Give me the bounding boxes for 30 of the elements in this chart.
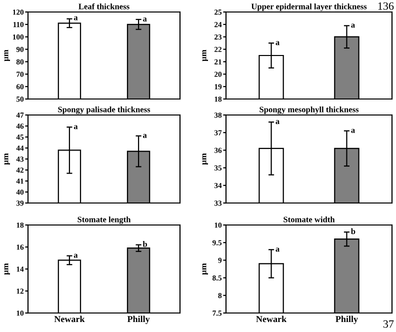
chart-title: Stomate width xyxy=(284,216,335,222)
y-axis-title: µm xyxy=(4,153,10,165)
annotation: b xyxy=(351,228,356,234)
chart-title: Upper epidermal layer thickness xyxy=(251,3,367,12)
annotation: a xyxy=(351,24,355,28)
text: 136 xyxy=(378,2,394,10)
text: 37 xyxy=(383,320,394,328)
annotation: a xyxy=(74,125,78,130)
chart-title: Spongy palisade thickness xyxy=(58,106,150,114)
x-tick-label: Newark xyxy=(256,316,287,322)
x-tick-label: Philly xyxy=(127,316,150,324)
annotation: a xyxy=(74,16,78,20)
annotation: a xyxy=(276,120,280,124)
x-tick-label: Philly xyxy=(336,316,358,324)
annotation: a xyxy=(142,18,147,22)
annotation: b xyxy=(142,241,148,247)
annotation: a xyxy=(74,254,78,258)
annotation: a xyxy=(351,128,355,133)
x-tick-label: Newark xyxy=(54,316,85,322)
y-axis-title: µm xyxy=(202,153,208,165)
chart-title: Stomate length xyxy=(78,216,131,224)
annotation: a xyxy=(276,248,280,252)
y-axis-title: µm xyxy=(202,263,208,275)
y-axis-title: µm xyxy=(202,50,208,62)
chart-title: Leaf thickness xyxy=(78,3,130,10)
y-axis-title: µm xyxy=(4,263,10,275)
chart-title: Spongy mesophyll thickness xyxy=(260,106,359,114)
y-axis-title: µm xyxy=(4,50,10,62)
annotation: a xyxy=(276,41,280,46)
annotation: a xyxy=(142,134,147,138)
